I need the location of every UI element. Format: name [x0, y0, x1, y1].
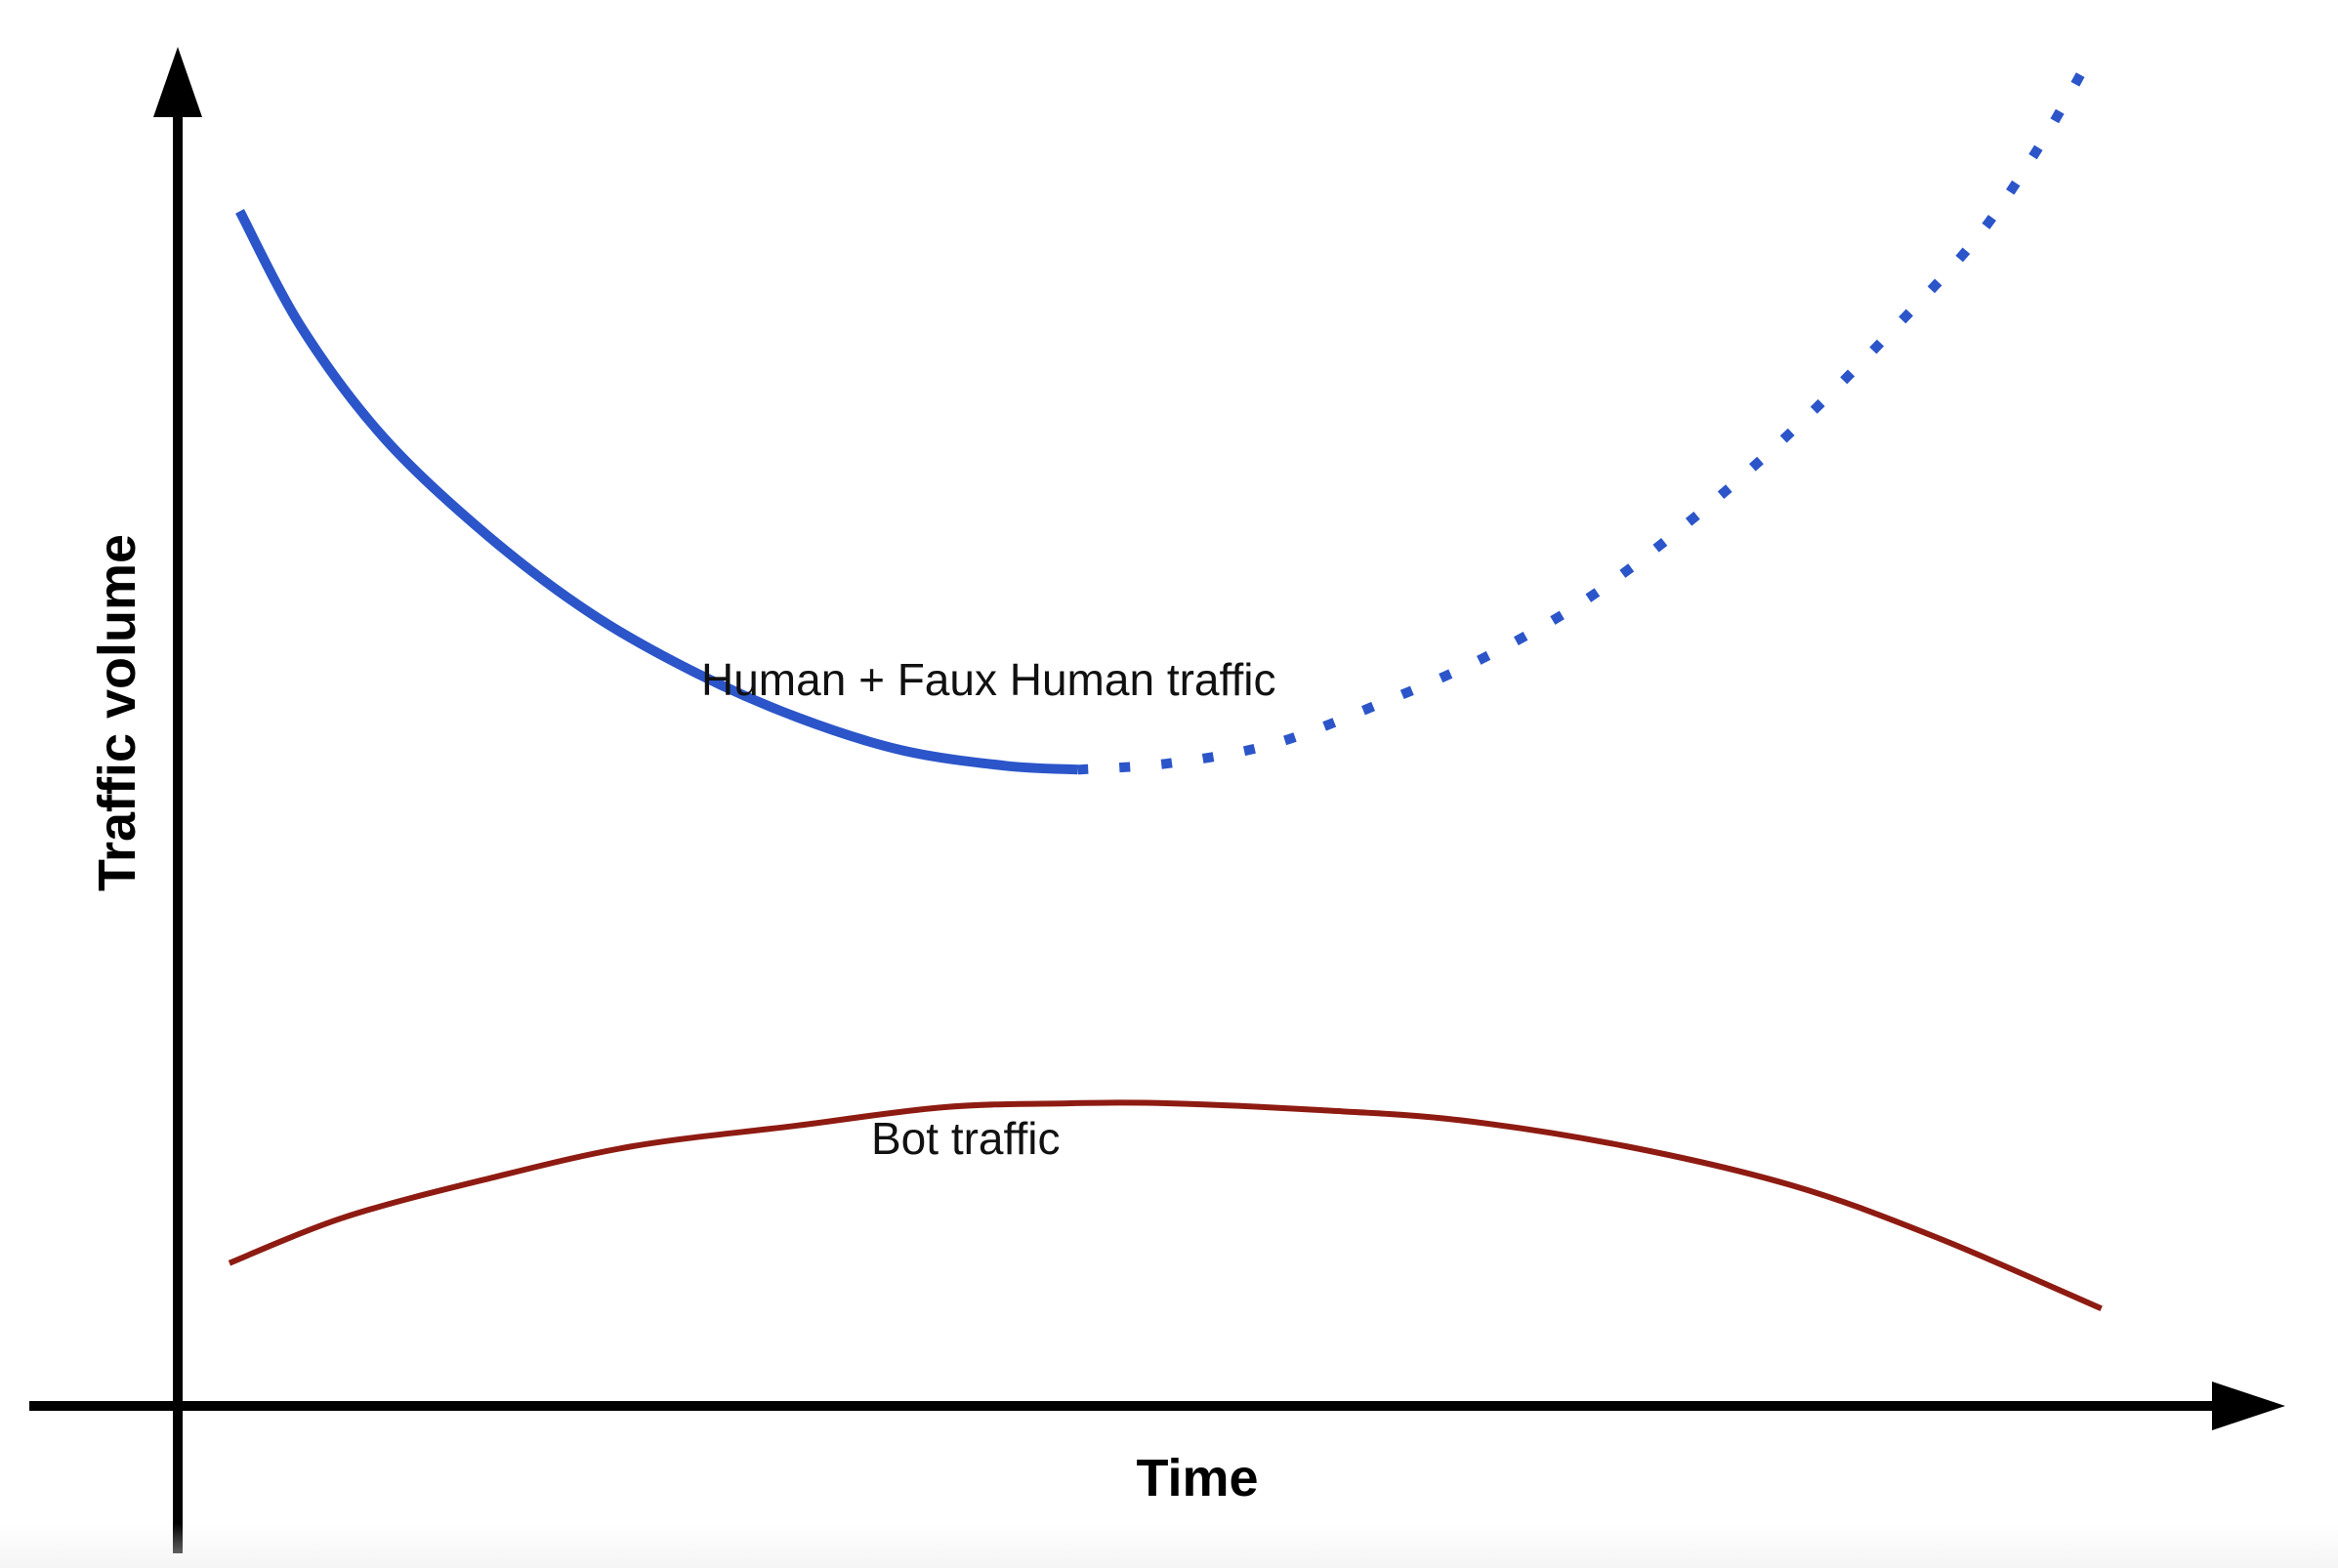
series-label-bot: Bot traffic	[871, 1113, 1060, 1164]
series-line-2	[228, 1099, 2103, 1312]
y-axis-title: Traffic volume	[88, 534, 146, 891]
x-axis-title: Time	[1136, 1449, 1258, 1507]
x-axis-arrowhead	[2212, 1382, 2285, 1430]
series-label-human: Human + Faux Human traffic	[701, 654, 1275, 705]
bottom-shade	[0, 1523, 2338, 1568]
y-axis-arrowhead	[153, 47, 202, 117]
series-line-0	[235, 209, 1078, 775]
series-layer	[228, 53, 2103, 1312]
